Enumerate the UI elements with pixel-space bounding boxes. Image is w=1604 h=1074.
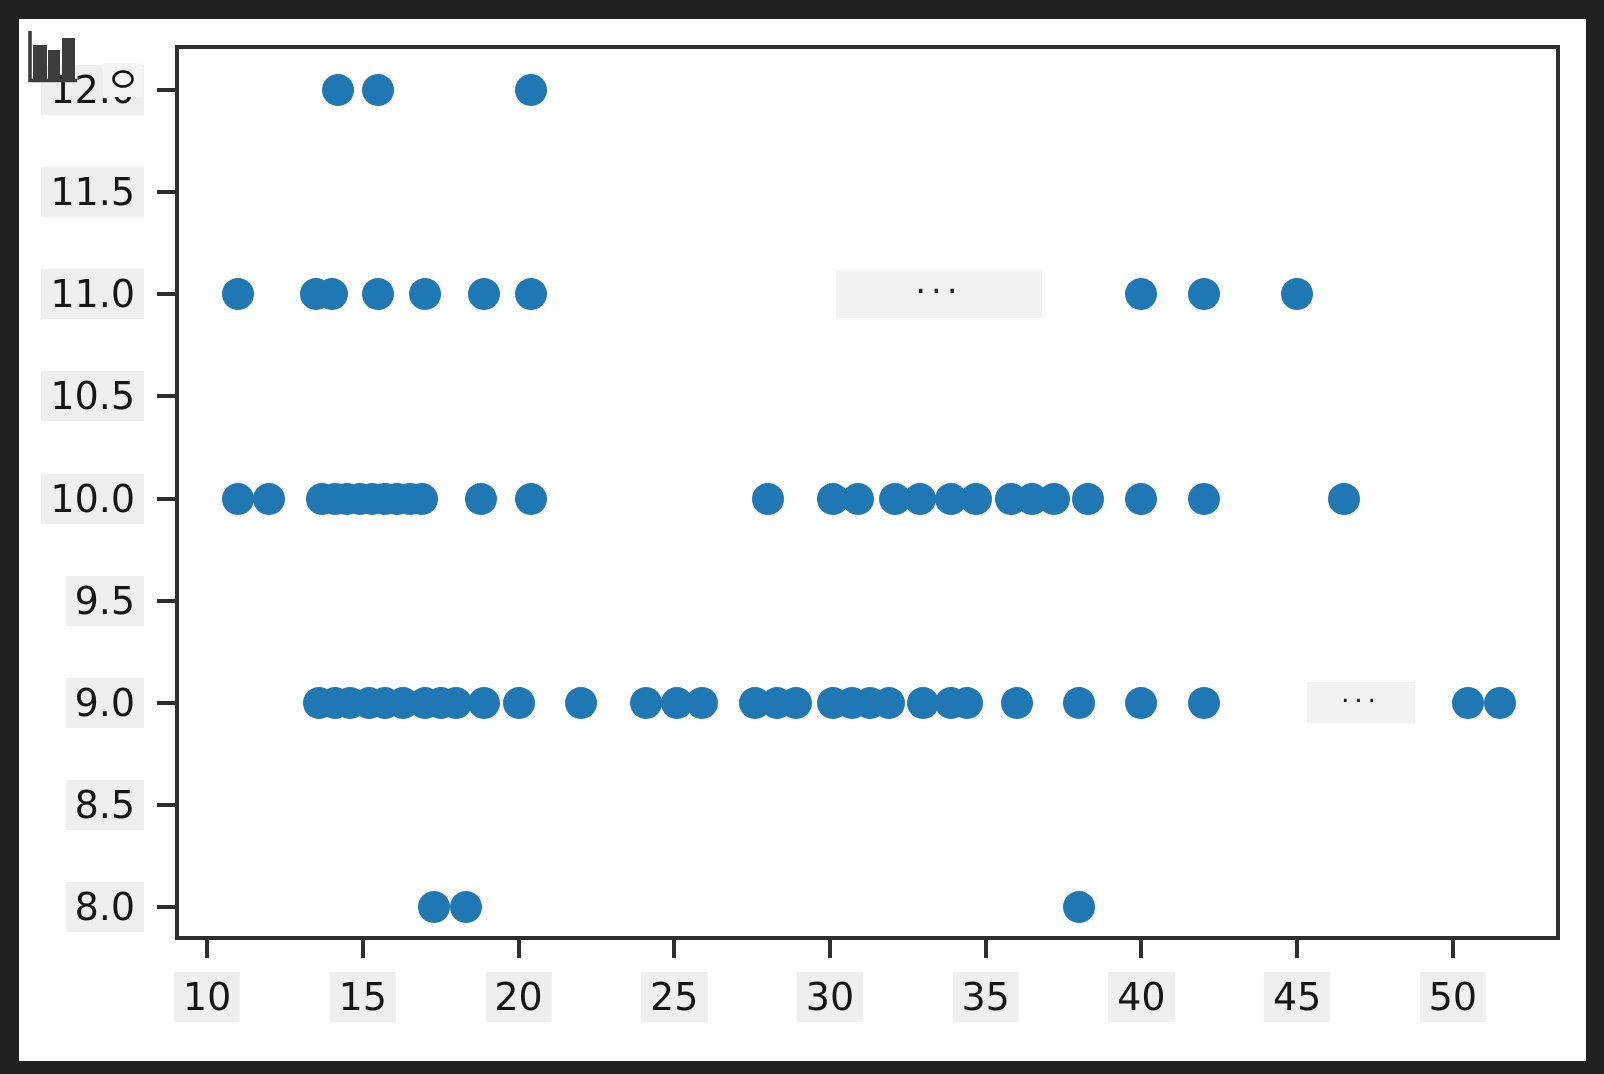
plot-area bbox=[175, 45, 1560, 940]
oval-annotation bbox=[103, 63, 142, 97]
bar-chart-icon bbox=[28, 31, 77, 83]
oval-glyph bbox=[111, 70, 134, 88]
figure-area bbox=[19, 19, 1586, 1061]
